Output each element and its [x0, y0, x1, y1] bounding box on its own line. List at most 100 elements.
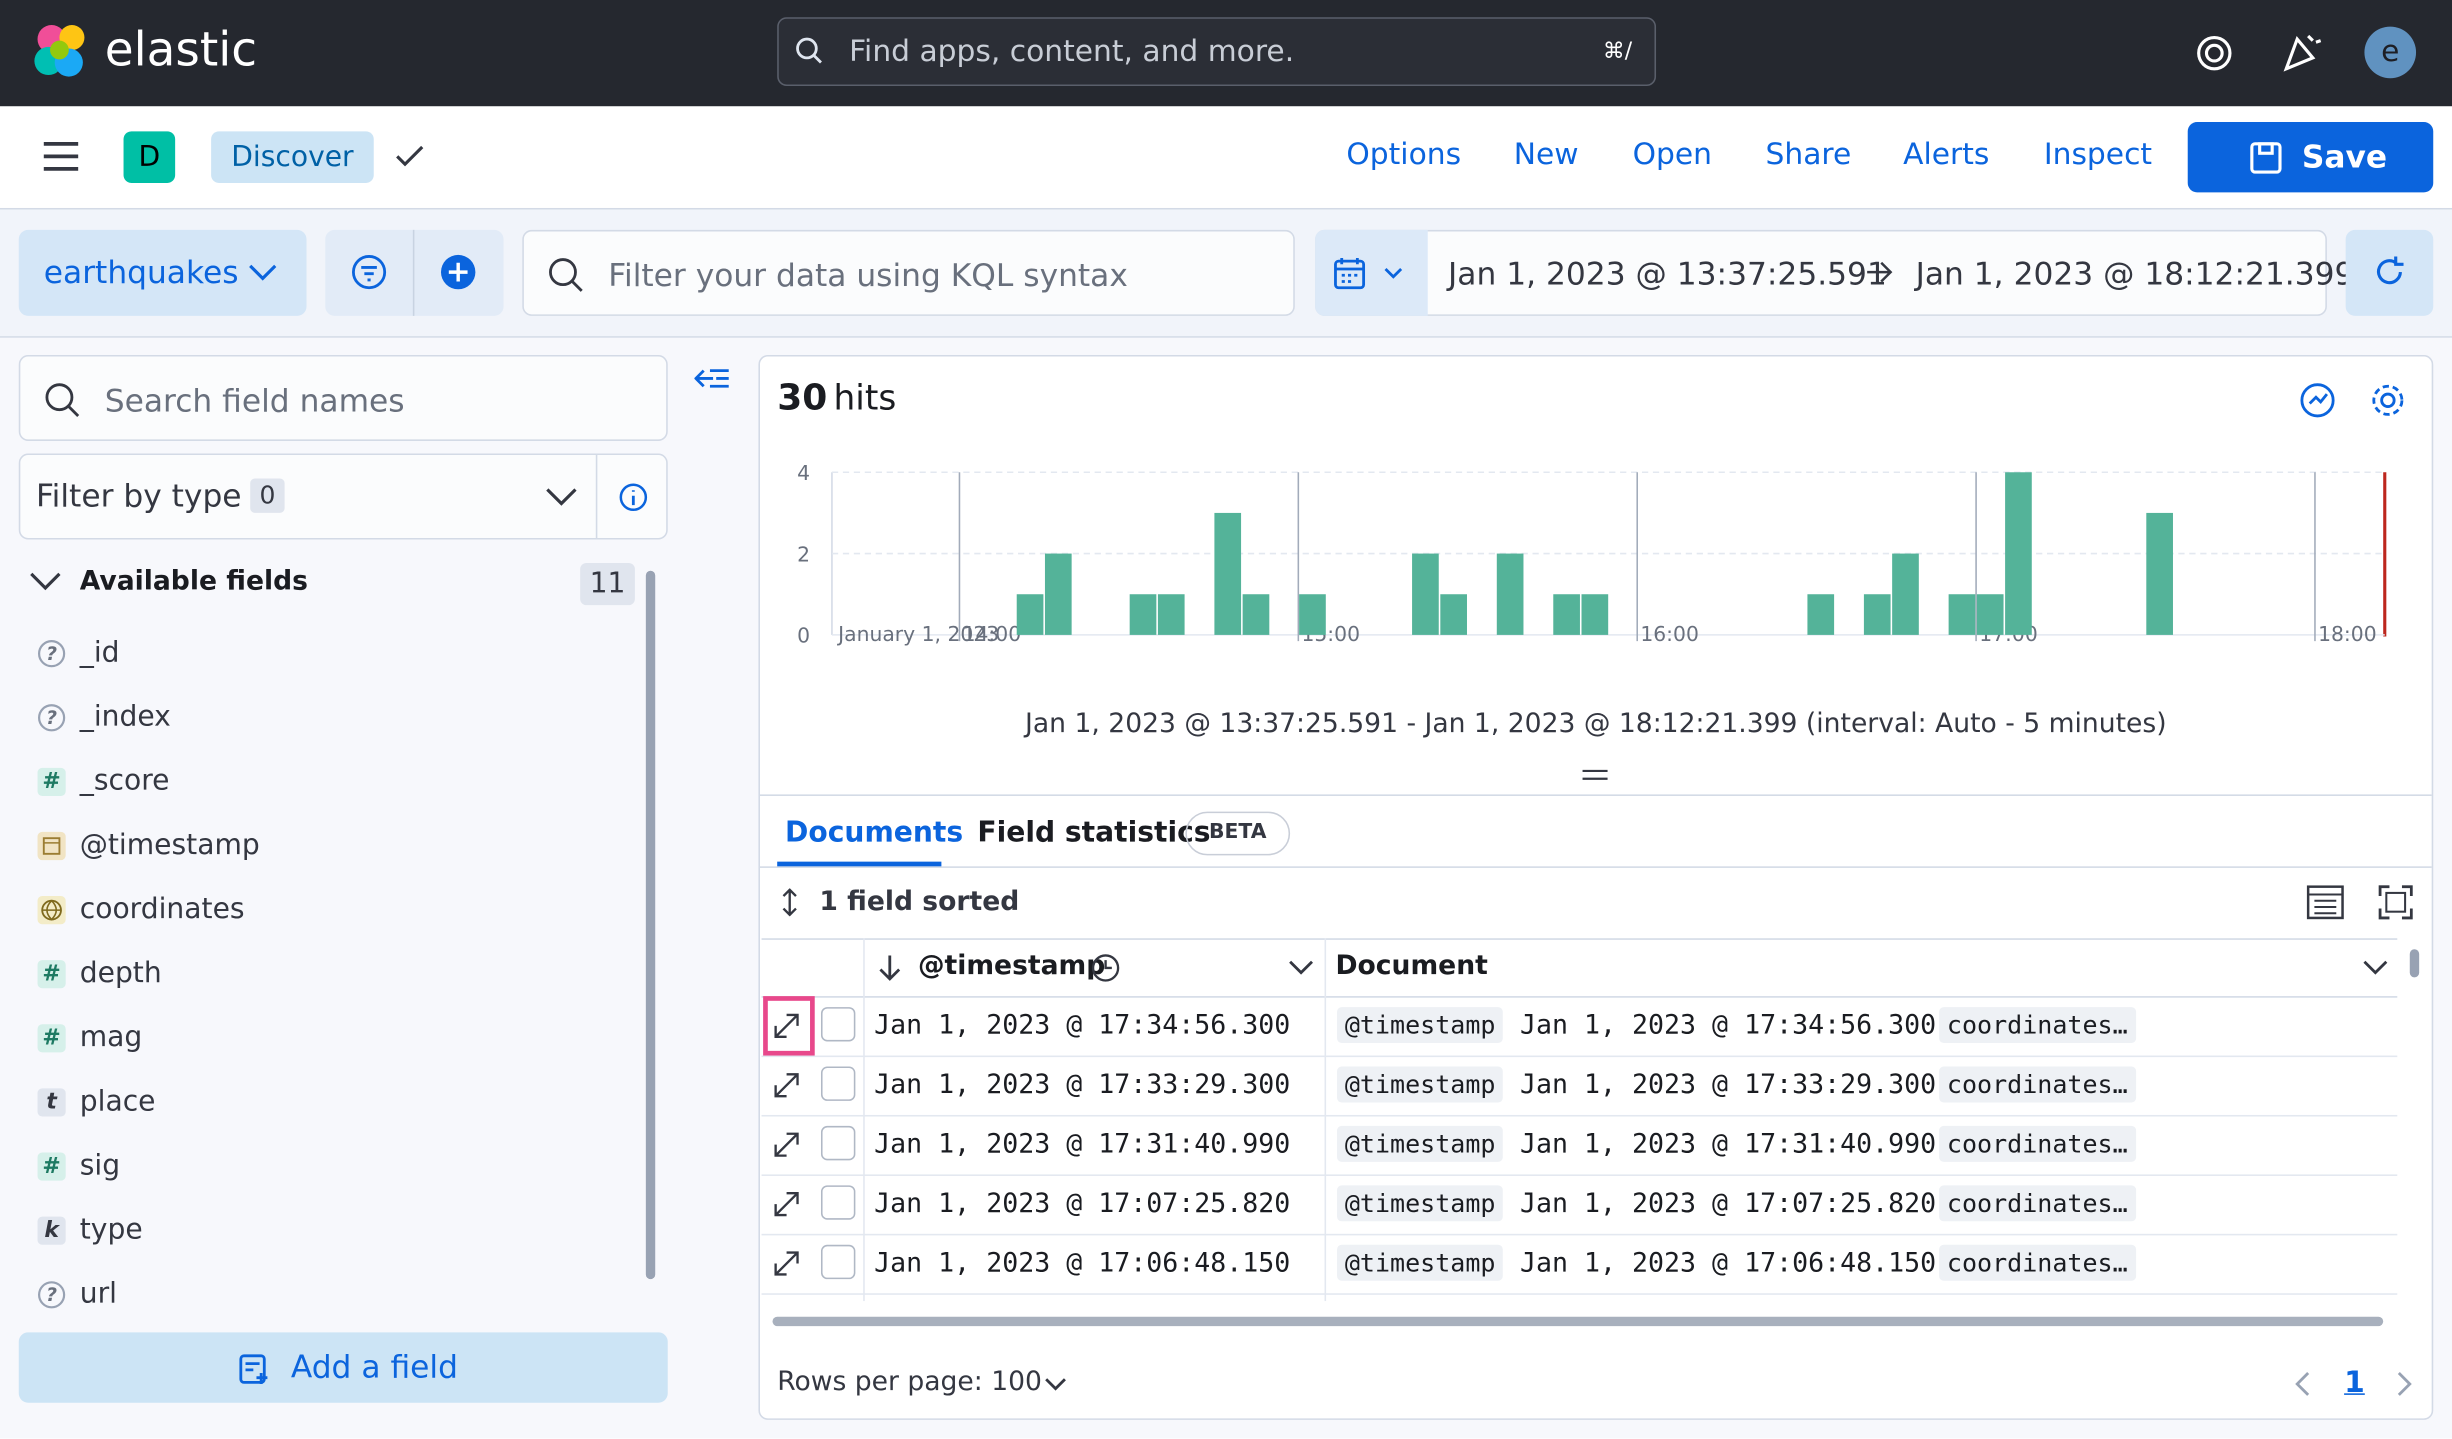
end-time[interactable]: Jan 1, 2023 @ 18:12:21.399 — [1915, 254, 2355, 293]
expand-row[interactable] — [771, 1188, 802, 1219]
filter-menu-button[interactable] — [350, 253, 388, 291]
y-tick-label: 2 — [797, 542, 810, 566]
quick-select[interactable] — [1315, 229, 1428, 316]
nav-link[interactable]: Inspect — [2043, 137, 2153, 173]
doc-value: Jan 1, 2023 @ 17:06:48.150 — [1519, 1247, 1937, 1280]
save-button[interactable] — [2187, 121, 2434, 193]
app-breadcrumb[interactable]: Discover — [211, 131, 374, 183]
density-button[interactable] — [2306, 885, 2345, 920]
field-type-icon — [37, 960, 66, 989]
column-menu[interactable] — [2361, 957, 2389, 979]
sort-icon[interactable] — [777, 888, 802, 917]
field-name[interactable]: sig — [79, 1149, 121, 1183]
field-name[interactable]: type — [79, 1213, 143, 1247]
nav-link[interactable]: Share — [1765, 137, 1852, 173]
field-search-placeholder: Search field names — [104, 381, 405, 420]
row-checkbox[interactable] — [820, 1125, 856, 1161]
field-count: 11 — [580, 562, 635, 606]
add-field-label: Add a field — [290, 1347, 458, 1386]
field-type-icon — [37, 640, 66, 668]
doc-key: @timestamp — [1337, 1244, 1504, 1281]
field-name[interactable]: @timestamp — [79, 828, 260, 862]
doc-more: coordinates… — [1939, 1125, 2136, 1162]
scrollbar[interactable] — [645, 570, 656, 1280]
field-name[interactable]: coordinates — [79, 892, 245, 926]
unsaved-check — [396, 145, 424, 167]
add-field-icon — [239, 1354, 268, 1384]
bar — [1016, 594, 1044, 635]
start-time[interactable]: Jan 1, 2023 @ 13:37:25.591 — [1448, 254, 1887, 293]
bar — [1892, 553, 1919, 635]
tab-field-statistics[interactable]: Field statistics — [977, 816, 1211, 850]
grid-row — [761, 1117, 2398, 1176]
menu-button[interactable] — [42, 139, 80, 173]
bar — [1214, 512, 1242, 635]
expand-row[interactable] — [771, 1248, 802, 1279]
next-page[interactable] — [2394, 1370, 2416, 1398]
field-name[interactable]: depth — [79, 957, 162, 990]
expand-row[interactable] — [771, 1070, 802, 1101]
field-name[interactable]: _score — [79, 764, 170, 798]
filter-by-type[interactable] — [18, 453, 668, 540]
bar — [1863, 594, 1891, 635]
column-document[interactable]: Document — [1335, 950, 1488, 983]
field-type-glyph: # — [42, 961, 61, 987]
chart-options[interactable] — [2297, 380, 2338, 421]
column-timestamp[interactable]: @timestamp — [917, 950, 1106, 983]
nav-link[interactable]: Open — [1632, 137, 1712, 173]
bar — [2146, 512, 2173, 635]
news-icon[interactable] — [2282, 30, 2323, 74]
bar — [1581, 594, 1609, 635]
doc-value: Jan 1, 2023 @ 17:33:29.300 — [1519, 1069, 1937, 1101]
chart-settings[interactable] — [2369, 382, 2407, 420]
x-tick-label: 14:00 — [963, 622, 1022, 646]
kql-placeholder: Filter your data using KQL syntax — [608, 256, 1128, 294]
expand-row[interactable] — [771, 1010, 802, 1041]
resize-handle[interactable] — [1581, 768, 1609, 784]
divider — [759, 866, 2432, 868]
beta-badge: BETA — [1185, 811, 1291, 856]
nav-link[interactable]: Alerts — [1903, 137, 1990, 173]
collapse-arrow[interactable] — [28, 569, 62, 594]
prev-page[interactable] — [2291, 1370, 2313, 1398]
field-type-icon — [37, 1024, 66, 1053]
nav-link[interactable]: Options — [1346, 137, 1462, 173]
row-checkbox[interactable] — [820, 1007, 856, 1042]
row-checkbox[interactable] — [820, 1244, 856, 1280]
grid-row — [761, 998, 2398, 1058]
user-avatar[interactable]: e — [2364, 26, 2417, 79]
doc-more: coordinates… — [1939, 1007, 2136, 1044]
kql-input[interactable] — [522, 229, 1295, 316]
field-type-glyph: ? — [46, 706, 58, 729]
nav-link[interactable]: New — [1513, 137, 1579, 173]
rows-per-page[interactable]: Rows per page: 100 — [777, 1366, 1042, 1399]
grid-header — [761, 938, 2398, 998]
global-search[interactable] — [777, 17, 1657, 87]
row-checkbox[interactable] — [820, 1185, 856, 1220]
refresh-button[interactable] — [2345, 229, 2434, 316]
help-icon[interactable] — [2194, 33, 2235, 74]
fullscreen-button[interactable] — [2378, 885, 2413, 920]
space-badge[interactable]: D — [123, 131, 176, 183]
elastic-logo[interactable] — [31, 22, 94, 85]
tab-documents[interactable]: Documents — [785, 816, 964, 850]
doc-key: @timestamp — [1337, 1185, 1504, 1222]
collapse-sidebar[interactable] — [694, 366, 732, 394]
row-checkbox[interactable] — [820, 1066, 856, 1101]
column-menu[interactable] — [1287, 957, 1315, 979]
field-name[interactable]: url — [79, 1277, 117, 1311]
field-name[interactable]: place — [79, 1085, 156, 1119]
grid-scrollbar[interactable] — [2409, 949, 2420, 978]
page-number[interactable]: 1 — [2344, 1365, 2365, 1400]
field-name[interactable]: mag — [79, 1021, 143, 1054]
field-search[interactable] — [18, 354, 668, 441]
add-field-button[interactable] — [18, 1332, 668, 1403]
expand-row[interactable] — [771, 1129, 802, 1160]
info-button[interactable] — [618, 482, 649, 513]
field-name[interactable]: _id — [79, 636, 120, 670]
field-name[interactable]: _index — [79, 700, 171, 734]
filter-label: Filter by type — [35, 476, 242, 515]
horizontal-scrollbar[interactable] — [772, 1316, 2384, 1327]
logo-text: elastic — [104, 23, 258, 79]
add-filter-button[interactable] — [439, 253, 477, 291]
